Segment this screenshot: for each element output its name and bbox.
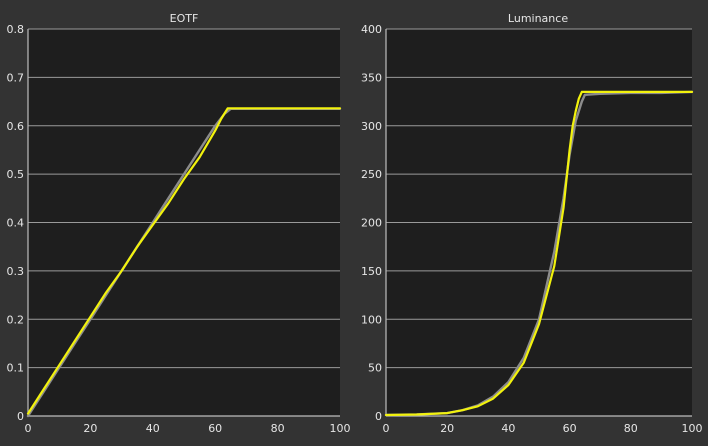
eotf-y-tick-label: 0.1 xyxy=(7,362,25,375)
luminance-x-tick-label: 80 xyxy=(624,422,638,435)
eotf-series-measured-line xyxy=(26,107,342,415)
eotf-x-tick-label: 0 xyxy=(25,422,32,435)
eotf-chart: 0 0.1 0.2 0.3 0.4 0.5 0.6 0.7 0.8 0 20 40 60 80 100 EOT… xyxy=(7,12,351,435)
eotf-y-tick-label: 0.6 xyxy=(7,120,25,133)
luminance-y-tick-label: 350 xyxy=(361,71,382,84)
luminance-x-tick-label: 20 xyxy=(440,422,454,435)
luminance-x-tick-label: 100 xyxy=(682,422,703,435)
luminance-y-tick-label: 250 xyxy=(361,168,382,181)
eotf-x-tick-label: 40 xyxy=(146,422,160,435)
eotf-y-tick-label: 0.8 xyxy=(7,23,25,36)
eotf-y-tick-label: 0.7 xyxy=(7,71,25,84)
luminance-y-tick-label: 300 xyxy=(361,120,382,133)
luminance-y-tick-label: 50 xyxy=(368,362,382,375)
luminance-y-tick-label: 100 xyxy=(361,313,382,326)
eotf-x-tick-label: 20 xyxy=(83,422,97,435)
luminance-series-measured-line xyxy=(384,90,694,417)
luminance-y-tick-label: 200 xyxy=(361,217,382,230)
luminance-x-tick-label: 40 xyxy=(501,422,515,435)
luminance-y-tick-label: 400 xyxy=(361,23,382,36)
eotf-x-tick-label: 80 xyxy=(271,422,285,435)
eotf-y-tick-label: 0.3 xyxy=(7,265,25,278)
eotf-chart-title: EOTF xyxy=(170,12,199,25)
eotf-y-tick-label: 0.5 xyxy=(7,168,25,181)
eotf-x-tick-label: 100 xyxy=(330,422,351,435)
luminance-chart-title: Luminance xyxy=(508,12,568,25)
eotf-y-tick-label: 0.4 xyxy=(7,217,25,230)
eotf-y-tick-label: 0.2 xyxy=(7,313,25,326)
eotf-x-tick-label: 60 xyxy=(208,422,222,435)
luminance-y-tick-label: 150 xyxy=(361,265,382,278)
eotf-y-tick-label: 0 xyxy=(17,410,24,423)
luminance-x-tick-label: 0 xyxy=(383,422,390,435)
luminance-y-tick-label: 0 xyxy=(375,410,382,423)
luminance-chart: 0 50 100 150 200 250 300 350 400 0 20 40 60 80 100 Lumi… xyxy=(361,12,703,435)
luminance-x-tick-label: 60 xyxy=(563,422,577,435)
